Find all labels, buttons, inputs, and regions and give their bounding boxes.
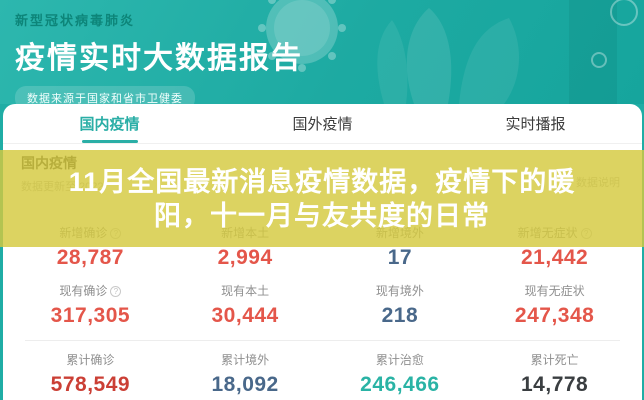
virus-lungs-illustration — [258, 0, 638, 104]
stat-label-text: 现有境外 — [375, 284, 424, 298]
stat-value: 246,466 — [360, 373, 440, 396]
header-subtitle: 新型冠状病毒肺炎 — [15, 13, 136, 28]
stat-label: 累计死亡 — [477, 352, 632, 368]
stat-value: 578,549 — [50, 373, 131, 396]
active-tab-underline — [508, 140, 564, 143]
stat-cell: 现有境外 218 — [323, 283, 478, 328]
virus-icon — [258, 0, 346, 72]
stat-value: 247,348 — [514, 304, 595, 327]
tab-label: 实时播报 — [505, 115, 566, 133]
stat-label: 新增确诊? — [13, 225, 168, 241]
info-tooltip-icon[interactable]: ? — [580, 228, 592, 239]
stat-label: 新增境外 — [323, 225, 478, 241]
info-tooltip-icon[interactable]: ? — [110, 286, 122, 297]
stat-label-text: 累计治愈 — [375, 353, 424, 367]
stat-label-text: 累计确诊 — [66, 353, 115, 367]
info-tooltip-icon[interactable]: ? — [110, 228, 122, 239]
stat-value: 218 — [381, 304, 419, 327]
stat-label-text: 现有本土 — [221, 284, 270, 298]
tab-domestic[interactable]: 国内疫情 — [3, 104, 216, 143]
data-updated-text: 数据更新至 2022 — [21, 181, 104, 193]
data-source-badge: 数据来源于国家和省市卫健委 — [15, 86, 195, 104]
content-card: 国内疫情 国外疫情 实时播报 国内疫情 数据更新至 2022 数据说明 新增确诊? 2… — [3, 104, 642, 400]
divider — [25, 340, 620, 341]
stat-label: 累计境外 — [168, 352, 323, 368]
stats-row-cumulative: 累计确诊578,549较昨日+28,787累计境外18,092较昨日+17累计治… — [13, 352, 632, 400]
stat-label-text: 累计境外 — [221, 353, 270, 367]
stat-cell: 新增境外 17 — [323, 225, 478, 270]
stat-value: 2,994 — [217, 246, 273, 269]
stat-label: 累计确诊 — [13, 352, 168, 368]
stat-label: 现有确诊? — [13, 283, 168, 299]
stat-label-text: 新增境外 — [375, 226, 424, 240]
stat-cell: 新增无症状? 21,442 — [477, 225, 632, 270]
stat-label: 现有无症状 — [477, 283, 632, 299]
tab-foreign[interactable]: 国外疫情 — [216, 104, 429, 143]
section-header: 国内疫情 数据更新至 2022 数据说明 — [3, 144, 642, 194]
small-virus-icon — [591, 0, 638, 68]
stat-value: 21,442 — [521, 246, 589, 269]
tab-label: 国外疫情 — [292, 115, 353, 133]
active-tab-underline — [81, 139, 138, 143]
stat-value: 28,787 — [56, 246, 124, 269]
stat-value: 317,305 — [50, 304, 131, 327]
stat-label-text: 现有确诊 — [59, 284, 108, 298]
stat-value: 18,092 — [211, 373, 279, 396]
section-title: 国内疫情 — [21, 155, 77, 171]
stat-label: 现有境外 — [323, 283, 478, 299]
stat-cell: 新增本土 2,994 — [168, 225, 323, 270]
stat-value: 14,778 — [521, 373, 589, 396]
active-tab-underline — [295, 140, 351, 143]
page-header: 新型冠状病毒肺炎 疫情实时大数据报告 数据来源于国家和省市卫健委 — [0, 0, 644, 104]
stats-row-current: 现有确诊? 317,305 现有本土 30,444 现有境外 218 现有无症状 247,34… — [13, 283, 632, 328]
stat-label-text: 累计死亡 — [530, 353, 579, 367]
stat-label: 现有本土 — [168, 283, 323, 299]
stat-value: 17 — [387, 246, 413, 269]
stat-label-text: 新增无症状 — [517, 226, 578, 240]
stat-cell: 新增确诊? 28,787 — [13, 225, 168, 270]
stat-label: 累计治愈 — [323, 352, 478, 368]
stat-label-text: 新增确诊 — [59, 226, 108, 240]
tab-bar: 国内疫情 国外疫情 实时播报 — [3, 104, 642, 144]
stat-value: 30,444 — [211, 304, 279, 327]
tab-label: 国内疫情 — [79, 115, 140, 133]
stat-cell: 现有确诊? 317,305 — [13, 283, 168, 328]
stats-grid: 新增确诊? 28,787 新增本土 2,994 新增境外 17 新增无症状? 21,442 现… — [3, 225, 642, 400]
stat-label-text: 新增本土 — [221, 226, 270, 240]
page-title: 疫情实时大数据报告 — [15, 42, 303, 75]
stat-label: 新增无症状? — [477, 225, 632, 241]
stat-cell: 现有无症状 247,348 — [477, 283, 632, 328]
tab-live[interactable]: 实时播报 — [429, 104, 642, 143]
stat-cell: 现有本土 30,444 — [168, 283, 323, 328]
data-notes-link[interactable]: 数据说明 — [576, 177, 620, 189]
stats-row-new: 新增确诊? 28,787 新增本土 2,994 新增境外 17 新增无症状? 21,442 — [13, 225, 632, 270]
stat-label: 新增本土 — [168, 225, 323, 241]
stat-label-text: 现有无症状 — [524, 284, 585, 298]
